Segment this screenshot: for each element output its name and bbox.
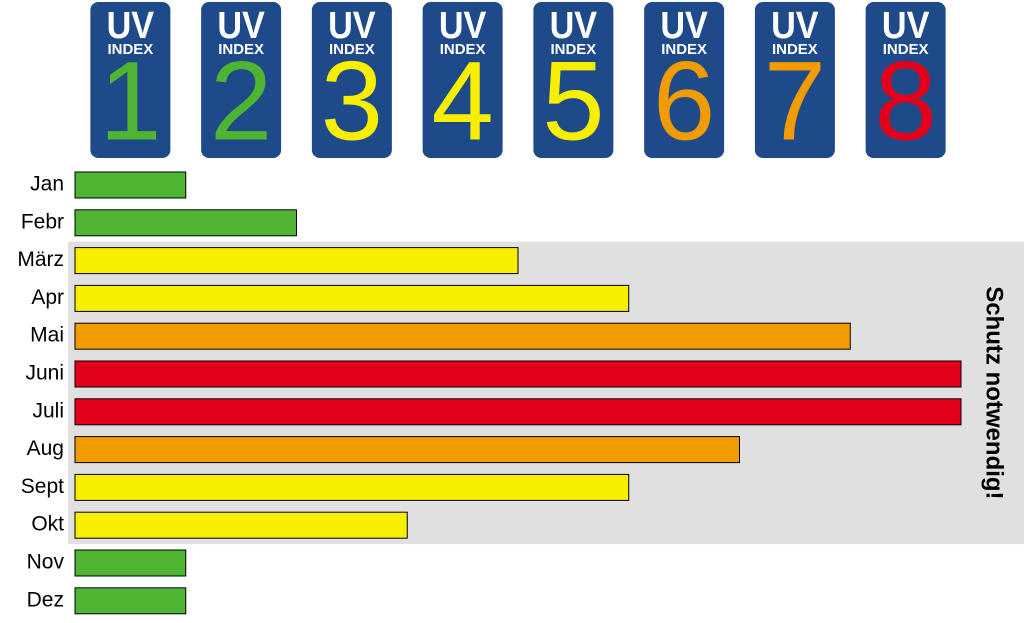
bar [74, 322, 851, 350]
y-tick-label: Juni [25, 362, 64, 385]
badge-index: INDEX [550, 41, 596, 58]
badge-bg [311, 2, 392, 158]
bar [74, 473, 630, 501]
bar [74, 436, 740, 464]
badge-index: INDEX [661, 41, 707, 58]
y-tick-label: Febr [21, 210, 64, 233]
badge-uv: UV [439, 3, 486, 46]
badge-bg [533, 2, 614, 158]
badge-index: INDEX [218, 41, 264, 58]
badge-uv: UV [107, 3, 154, 46]
bar [74, 209, 297, 237]
badge-index: INDEX [107, 41, 153, 58]
x-tick-label: 1 [99, 39, 161, 164]
x-tick-label: 2 [210, 39, 272, 164]
badge-index: INDEX [883, 41, 929, 58]
badge-bg [201, 2, 282, 158]
bar [74, 171, 187, 199]
badge-bg [754, 2, 835, 158]
badge-bg [865, 2, 946, 158]
badge-index: INDEX [440, 41, 486, 58]
y-tick-label: Sept [21, 475, 64, 498]
badge-uv: UV [882, 3, 929, 46]
bar [74, 398, 962, 426]
badge-bg [644, 2, 725, 158]
badge-index: INDEX [329, 41, 375, 58]
y-tick-label: Jan [30, 173, 64, 196]
y-tick-label: Dez [27, 588, 64, 611]
bar [74, 284, 630, 312]
badge-uv: UV [660, 3, 707, 46]
y-tick-label: Apr [31, 286, 64, 309]
y-tick-label: März [17, 248, 64, 271]
bar [74, 360, 962, 388]
y-tick-label: Okt [31, 513, 64, 536]
bar [74, 587, 187, 615]
y-tick-label: Juli [32, 399, 64, 422]
x-tick-label: 3 [321, 39, 383, 164]
badge-uv: UV [328, 3, 375, 46]
x-tick-label: 4 [431, 39, 493, 164]
badge-uv: UV [771, 3, 818, 46]
x-tick-label: 7 [764, 39, 826, 164]
x-tick-label: 8 [874, 39, 936, 164]
y-tick-label: Mai [30, 324, 64, 347]
badge-bg [422, 2, 503, 158]
bar [74, 511, 408, 539]
badge-uv: UV [550, 3, 597, 46]
bar [74, 247, 519, 275]
x-tick-label: 5 [542, 39, 604, 164]
badge-index: INDEX [772, 41, 818, 58]
x-tick-label: 6 [653, 39, 715, 164]
badge-bg [90, 2, 171, 158]
annotation: Schutz notwendig! [981, 286, 1008, 499]
y-tick-label: Aug [27, 437, 64, 460]
y-tick-label: Nov [27, 551, 65, 574]
bar [74, 549, 187, 577]
badge-uv: UV [217, 3, 264, 46]
